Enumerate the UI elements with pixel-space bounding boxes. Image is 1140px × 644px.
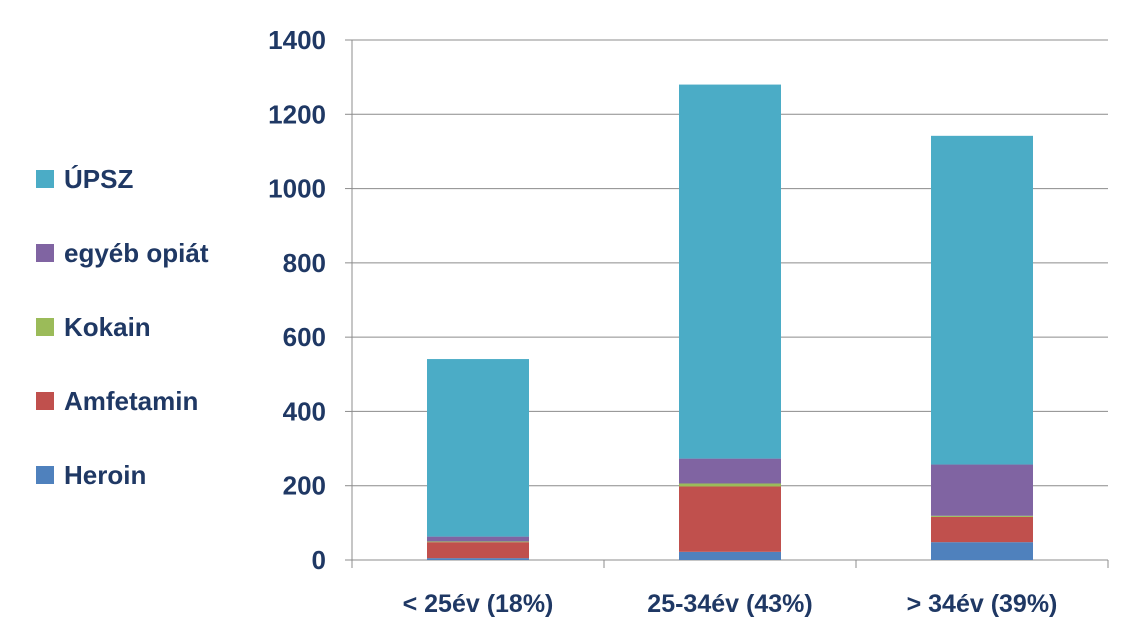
legend-item-upsz: ÚPSZ	[36, 142, 208, 216]
y-tick-label: 600	[283, 322, 326, 352]
legend-swatch-amfetamin	[36, 392, 54, 410]
bar-segment-egyéb-opiát	[931, 464, 1033, 516]
legend-swatch-egyeb-opiat	[36, 244, 54, 262]
bar-segment-úpsz	[427, 359, 529, 537]
y-tick-label: 0	[312, 545, 326, 575]
bar-segment-kokain	[427, 541, 529, 543]
y-tick-labels: 0 200 400 600 800 1000 1200 1400	[268, 25, 326, 575]
legend-swatch-kokain	[36, 318, 54, 336]
bar-segment-kokain	[931, 515, 1033, 517]
legend-item-amfetamin: Amfetamin	[36, 364, 208, 438]
legend: ÚPSZ egyéb opiát Kokain Amfetamin Heroin	[36, 142, 208, 512]
bars	[427, 84, 1033, 560]
legend-swatch-upsz	[36, 170, 54, 188]
y-tick-label: 800	[283, 248, 326, 278]
y-tick-label: 1000	[268, 174, 326, 204]
legend-item-heroin: Heroin	[36, 438, 208, 512]
bar-segment-amfetamin	[427, 542, 529, 559]
x-tick-label: > 34év (39%)	[907, 590, 1058, 618]
legend-label-upsz: ÚPSZ	[64, 163, 134, 194]
legend-label-egyeb-opiat: egyéb opiát	[64, 237, 209, 268]
y-tick-label: 1400	[268, 25, 326, 55]
legend-item-kokain: Kokain	[36, 290, 208, 364]
y-tick-label: 200	[283, 471, 326, 501]
legend-label-heroin: Heroin	[64, 459, 147, 490]
bar-segment-heroin	[679, 551, 781, 560]
legend-label-kokain: Kokain	[64, 311, 151, 342]
legend-item-egyeb-opiat: egyéb opiát	[36, 216, 208, 290]
bar-segment-úpsz	[931, 135, 1033, 465]
bar-segment-heroin	[931, 542, 1033, 560]
x-tick-label: 25-34év (43%)	[647, 590, 812, 618]
bar-segment-amfetamin	[931, 516, 1033, 543]
bar-segment-egyéb-opiát	[427, 536, 529, 542]
y-tick-label: 400	[283, 396, 326, 426]
legend-swatch-heroin	[36, 466, 54, 484]
x-tick-labels: < 25év (18%) 25-34év (43%) > 34év (39%)	[403, 590, 1058, 618]
bar-segment-heroin	[427, 558, 529, 560]
bar-segment-egyéb-opiát	[679, 458, 781, 484]
bar-segment-amfetamin	[679, 486, 781, 552]
x-tick-label: < 25év (18%)	[403, 590, 554, 618]
legend-label-amfetamin: Amfetamin	[64, 385, 199, 416]
bar-segment-kokain	[679, 483, 781, 487]
y-tick-label: 1200	[268, 99, 326, 129]
bar-segment-úpsz	[679, 84, 781, 459]
